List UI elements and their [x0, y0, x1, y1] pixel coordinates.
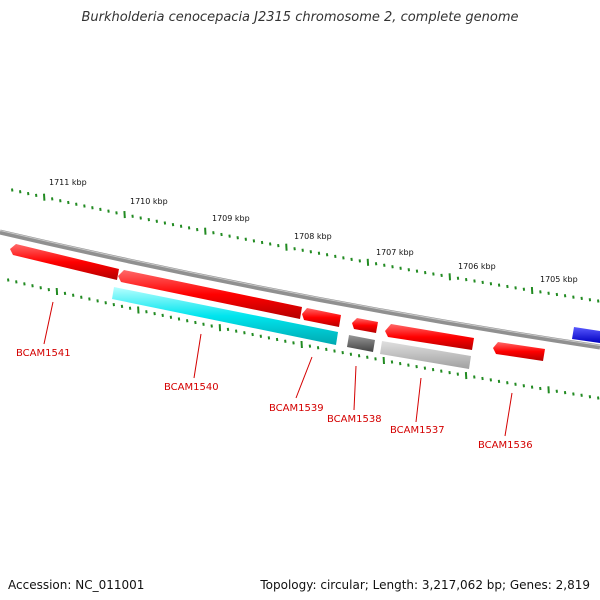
chromosome-backbone — [0, 229, 600, 350]
leader-line — [43, 301, 54, 345]
gene-label[interactable]: BCAM1536 — [478, 440, 533, 451]
leader-line — [193, 333, 202, 379]
gene-label[interactable]: BCAM1538 — [327, 414, 382, 425]
scale-label: 1710 kbp — [130, 197, 168, 206]
scale-label: 1705 kbp — [540, 275, 578, 284]
gene-feature-bcam1539[interactable] — [302, 308, 341, 327]
gene-label[interactable]: BCAM1541 — [16, 348, 71, 359]
gene-label-leaders — [43, 301, 513, 437]
gene-feature-bcam1541[interactable] — [10, 244, 119, 280]
scale-labels: 1711 kbp 1710 kbp 1709 kbp 1708 kbp 1707… — [49, 178, 578, 284]
gene-feature-bcam1540[interactable] — [118, 270, 302, 319]
scale-label: 1708 kbp — [294, 232, 332, 241]
gene-features[interactable] — [10, 244, 600, 361]
scale-label: 1709 kbp — [212, 214, 250, 223]
scale-label: 1706 kbp — [458, 262, 496, 271]
gene-feature-bcam1536[interactable] — [493, 342, 545, 361]
gene-labels: BCAM1541 BCAM1540 BCAM1539 BCAM1538 BCAM… — [16, 348, 533, 451]
secondary-features[interactable] — [112, 287, 471, 369]
gene-label[interactable]: BCAM1540 — [164, 382, 219, 393]
leader-line — [504, 392, 513, 437]
leader-line — [415, 377, 422, 423]
accession-text: Accession: NC_011001 — [8, 578, 145, 592]
rna-feature-dark[interactable] — [347, 335, 375, 352]
cds-feature-bcam1540[interactable] — [112, 287, 338, 345]
genome-summary-text: Topology: circular; Length: 3,217,062 bp… — [260, 578, 590, 592]
scale-label: 1711 kbp — [49, 178, 87, 187]
outer-scale-ticks — [11, 188, 600, 303]
gene-label[interactable]: BCAM1537 — [390, 425, 445, 436]
scale-label: 1707 kbp — [376, 248, 414, 257]
blue-feature[interactable] — [572, 327, 600, 343]
genome-title: Burkholderia cenocepacia J2315 chromosom… — [81, 10, 519, 25]
gene-label[interactable]: BCAM1539 — [269, 403, 324, 414]
rna-feature-light[interactable] — [380, 341, 471, 369]
leader-line — [353, 365, 357, 411]
leader-line — [295, 356, 313, 399]
gene-feature-bcam1537[interactable] — [385, 324, 474, 350]
inner-scale-ticks — [7, 278, 600, 400]
gene-feature-bcam1538[interactable] — [352, 318, 378, 333]
